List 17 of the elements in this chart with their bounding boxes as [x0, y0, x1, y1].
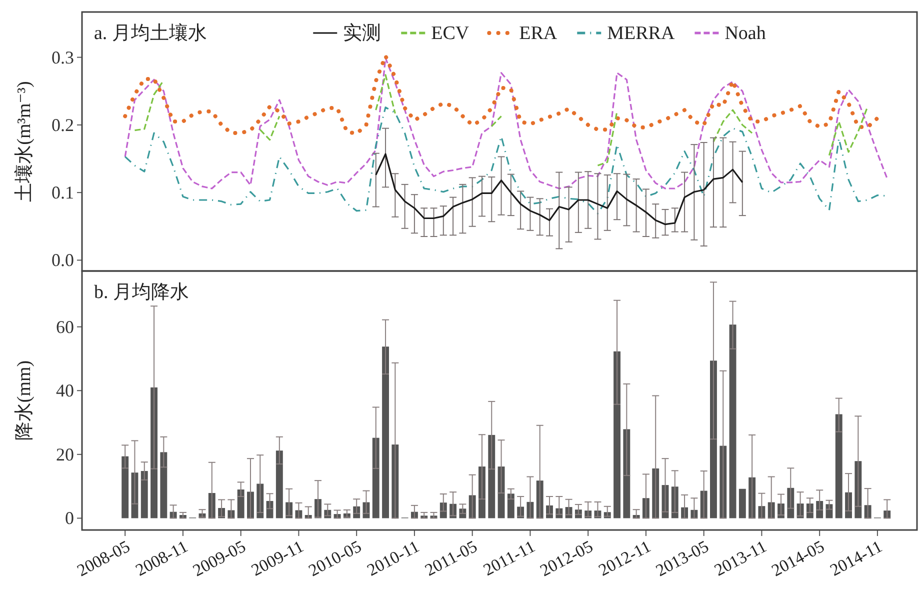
y-tick-label: 60 — [56, 316, 74, 337]
y-tick-label: 0 — [65, 508, 74, 528]
text: b. 月均降水 — [94, 282, 189, 303]
y-tick-label: 0.2 — [52, 114, 74, 135]
text: a. 月均土壤水 — [94, 23, 207, 44]
legend-label: Noah — [724, 23, 766, 44]
y-tick-label: 20 — [56, 444, 74, 464]
legend-label: ECV — [431, 23, 470, 44]
y-axis-title: 土壤水(m³m⁻³) — [14, 81, 35, 202]
y-tick-label: 0.0 — [52, 250, 74, 270]
legend-label: 实测 — [343, 22, 382, 44]
legend-label: MERRA — [607, 23, 675, 44]
y-tick-label: 0.3 — [52, 47, 74, 68]
y-axis-title: 降水(mm) — [14, 360, 35, 441]
y-tick-label: 0.1 — [52, 182, 74, 203]
y-tick-label: 40 — [56, 380, 74, 401]
legend-label: ERA — [519, 23, 558, 44]
